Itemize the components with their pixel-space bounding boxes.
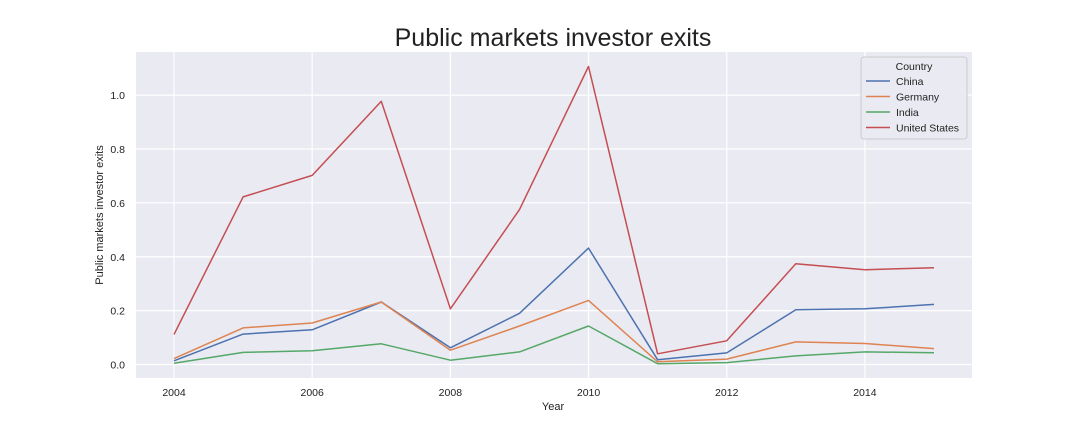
y-tick-label: 0.4 xyxy=(110,252,125,264)
series-line-united-states xyxy=(173,65,935,355)
legend-box xyxy=(860,56,968,140)
series-line-germany xyxy=(173,299,935,363)
x-tick-label: 2006 xyxy=(301,387,325,399)
x-tick-label: 2004 xyxy=(162,387,186,399)
y-axis-ticks: 0.0 0.2 0.4 0.6 0.8 1.0 xyxy=(110,90,125,371)
legend-label-united-states: United States xyxy=(896,123,959,135)
x-tick-label: 2008 xyxy=(439,387,463,399)
y-tick-label: 0.2 xyxy=(110,306,125,318)
legend-label-germany: Germany xyxy=(896,92,940,104)
legend: Country China Germany India United States xyxy=(860,56,968,140)
x-tick-label: 2012 xyxy=(715,387,739,399)
legend-label-china: China xyxy=(896,76,924,88)
x-axis-ticks: 2004 2006 2008 2010 2012 2014 xyxy=(162,387,876,399)
series-line-china xyxy=(173,247,935,362)
legend-items: China Germany India United States xyxy=(866,76,959,135)
y-tick-label: 1.0 xyxy=(110,90,125,102)
y-tick-label: 0.6 xyxy=(110,198,125,210)
series-line-india xyxy=(173,325,935,365)
chart-title: Public markets investor exits xyxy=(395,24,712,52)
y-axis-label: Public markets investor exits xyxy=(94,145,106,285)
x-tick-label: 2010 xyxy=(577,387,601,399)
legend-title: Country xyxy=(896,61,934,73)
y-tick-label: 0.0 xyxy=(110,360,125,372)
y-tick-label: 0.8 xyxy=(110,144,125,156)
x-axis-label: Year xyxy=(542,401,565,413)
x-tick-label: 2014 xyxy=(853,387,877,399)
series-layer xyxy=(173,65,935,365)
legend-label-india: India xyxy=(896,107,919,119)
plot-background xyxy=(136,52,972,378)
